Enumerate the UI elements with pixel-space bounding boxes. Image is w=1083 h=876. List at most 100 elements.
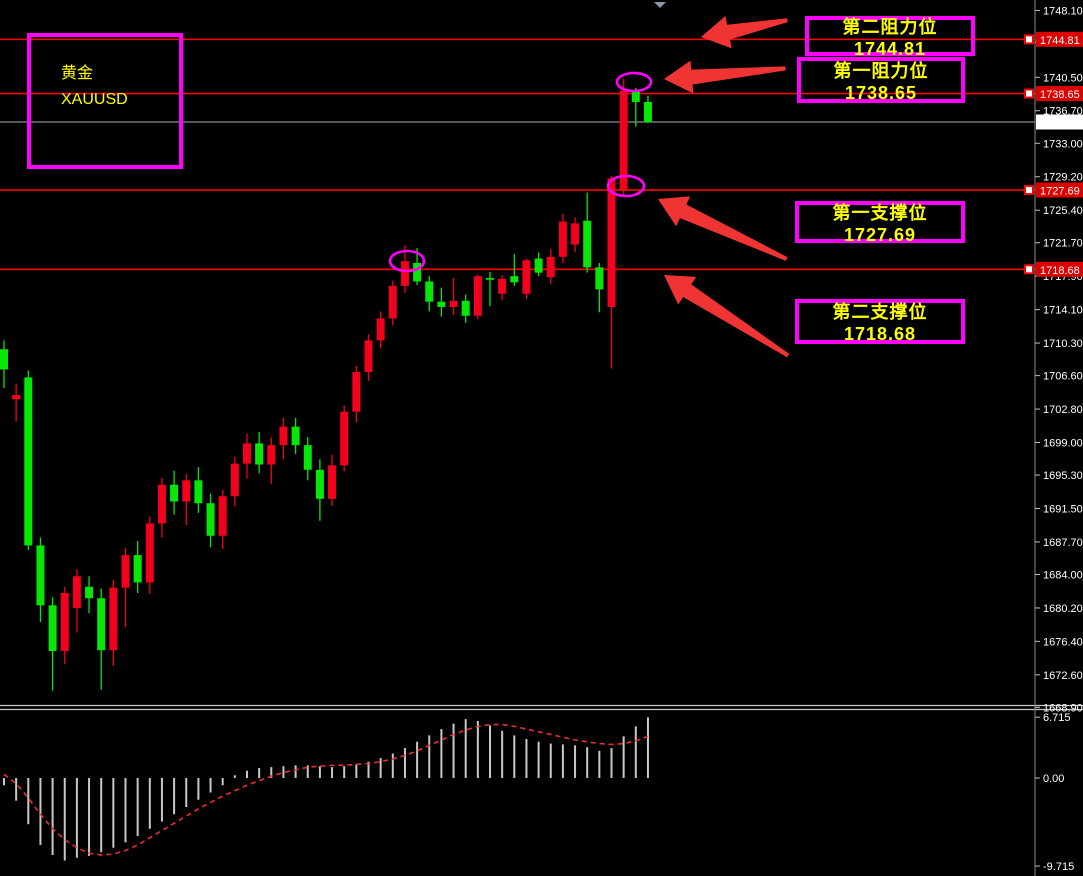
candle-body: [243, 443, 251, 464]
candle: [619, 79, 628, 197]
annotation-box-support2[interactable]: 第二支撑位1718.68: [795, 299, 965, 344]
candle: [85, 576, 94, 614]
annotation-box-resistance2[interactable]: 第二阻力位1744.81: [805, 16, 975, 59]
axis-price-badge: [1036, 261, 1083, 277]
candle-body: [60, 592, 69, 652]
arrow-pointer[interactable]: [698, 5, 791, 54]
candle-body: [498, 278, 507, 294]
candle-body: [24, 377, 33, 546]
axis-price-badge: [1036, 31, 1083, 47]
annotation-arrows[interactable]: [651, 5, 797, 370]
arrow-pointer[interactable]: [651, 184, 794, 274]
signal-line: [3, 723, 649, 856]
candle-body: [218, 496, 227, 536]
candle: [279, 417, 288, 460]
symbol-title-box[interactable]: 黄金 XAUUSD: [27, 33, 183, 169]
candle-body: [400, 261, 409, 286]
level-line-handle[interactable]: [1024, 264, 1034, 275]
axis-price-badge-label: 1727.69: [1040, 186, 1080, 198]
candle-body: [571, 223, 580, 245]
candle: [182, 474, 191, 526]
highlight-ellipse[interactable]: [388, 249, 426, 273]
candle-body: [145, 523, 154, 583]
axis-tick-label: 1710.30: [1043, 338, 1083, 350]
candle: [631, 87, 640, 127]
chart-shift-marker-icon[interactable]: [654, 2, 666, 8]
price-axis[interactable]: 1748.101744.501740.501736.701733.001729.…: [1034, 0, 1083, 876]
candle-body: [595, 267, 604, 290]
candle: [12, 383, 21, 422]
candle-body: [121, 555, 130, 588]
candle: [328, 454, 337, 506]
candle: [243, 433, 251, 479]
level-line-handle[interactable]: [1024, 88, 1034, 99]
candle: [522, 258, 531, 300]
level-line-handle[interactable]: [1024, 185, 1034, 196]
candle: [461, 294, 470, 323]
axis-tick-label: 1680.20: [1043, 603, 1083, 615]
chart-shift-triangle-icon[interactable]: [654, 2, 666, 8]
axis-tick-label: 1714.10: [1043, 305, 1083, 317]
candle: [145, 516, 154, 594]
candle: [425, 276, 434, 312]
axis-price-badge-label: 1718.68: [1040, 265, 1080, 277]
axis-tick-label: 1691.50: [1043, 503, 1083, 515]
axis-tick-label: 1706.60: [1043, 371, 1083, 383]
candle-body: [267, 445, 276, 465]
level-line-handle[interactable]: [1024, 34, 1034, 45]
candle-body: [206, 503, 215, 536]
pane-divider[interactable]: [0, 704, 1083, 711]
highlight-ellipse[interactable]: [615, 71, 653, 93]
candle-body: [303, 445, 312, 470]
candle-body: [510, 276, 519, 283]
annotation-box-support1[interactable]: 第一支撑位1727.69: [795, 201, 965, 245]
candle: [534, 252, 543, 277]
candle-body: [194, 480, 203, 504]
candle-body: [619, 90, 628, 190]
candle: [595, 262, 604, 313]
arrow-pointer[interactable]: [663, 52, 787, 96]
axis-tick-label: 6.715: [1043, 712, 1071, 724]
candle: [230, 456, 239, 507]
axis-tick-label: 1695.30: [1043, 470, 1083, 482]
candle: [24, 370, 33, 550]
axis-tick-label: 1729.20: [1043, 172, 1083, 184]
annotation-box-resistance1[interactable]: 第一阻力位1738.65: [797, 57, 965, 103]
candle-body: [97, 598, 106, 651]
candle: [583, 192, 592, 273]
axis-tick-label: 1725.40: [1043, 205, 1083, 217]
candle: [218, 490, 227, 549]
candle-body: [461, 300, 470, 316]
candle: [376, 311, 385, 349]
candle: [291, 417, 300, 454]
candle-body: [486, 277, 494, 280]
axis-tick-label: 1733.00: [1043, 138, 1083, 150]
candle-body: [109, 587, 118, 651]
candle-body: [607, 178, 616, 307]
candle-body: [352, 372, 361, 412]
candle: [607, 175, 616, 369]
axis-tick-label: 1699.00: [1043, 437, 1083, 449]
arrow-pointer[interactable]: [655, 262, 797, 370]
highlight-ellipses[interactable]: [388, 71, 653, 273]
candle-body: [12, 394, 21, 400]
axis-tick-label: 1740.50: [1043, 72, 1083, 84]
candle: [546, 248, 555, 285]
candle-body: [388, 285, 397, 319]
support-resistance-lines[interactable]: [0, 34, 1035, 275]
candle: [388, 280, 397, 326]
highlight-ellipse[interactable]: [606, 174, 646, 198]
candle: [400, 245, 409, 293]
candle-body: [340, 411, 349, 466]
candle-body: [558, 221, 567, 257]
candle-body: [534, 258, 543, 273]
axis-price-badge-label: 1735.42: [1040, 118, 1080, 130]
candle: [170, 470, 179, 515]
axis-tick-label: 1687.70: [1043, 537, 1083, 549]
candle-body: [631, 91, 640, 102]
candle-body: [36, 545, 45, 606]
candle: [643, 95, 652, 124]
candle: [72, 569, 81, 633]
